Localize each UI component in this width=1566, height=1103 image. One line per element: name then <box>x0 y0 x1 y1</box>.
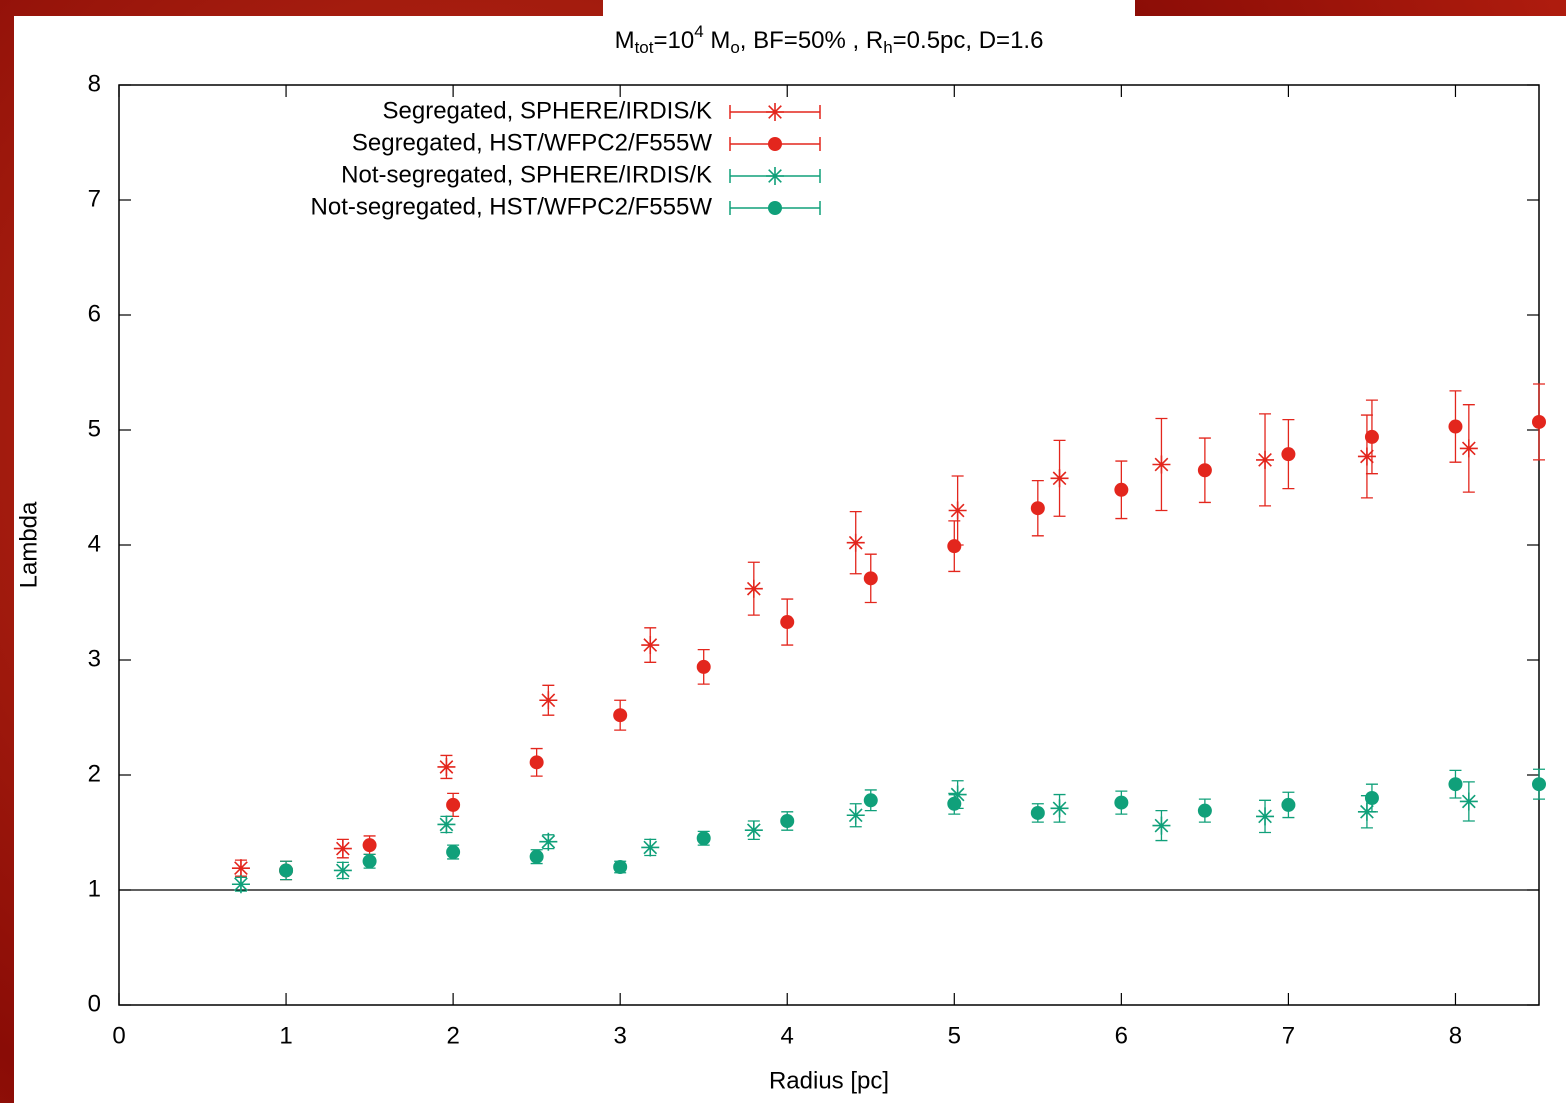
title-part: M <box>615 27 635 54</box>
y-tick-label: 4 <box>88 530 101 557</box>
point <box>744 579 763 598</box>
point <box>641 636 660 655</box>
point <box>947 796 962 811</box>
legend-label: Not-segregated, SPHERE/IRDIS/K <box>341 161 712 188</box>
legend-label: Segregated, HST/WFPC2/F555W <box>352 129 712 156</box>
point <box>863 793 878 808</box>
point <box>362 854 377 869</box>
point <box>641 838 660 857</box>
point <box>539 691 558 710</box>
point <box>1364 791 1379 805</box>
point <box>1281 447 1296 462</box>
y-tick-label: 0 <box>88 990 101 1017</box>
point <box>696 831 711 846</box>
chart-title: Mtot=104 Mo, BF=50% , Rh=0.5pc, D=1.6 <box>615 22 1044 57</box>
title-part: o <box>730 38 739 57</box>
point <box>846 806 865 825</box>
point <box>947 539 962 554</box>
y-tick-label: 7 <box>88 185 101 212</box>
y-tick-label: 2 <box>88 760 101 787</box>
x-tick-label: 2 <box>446 1022 459 1049</box>
x-tick-label: 3 <box>613 1022 626 1049</box>
point <box>1114 482 1129 497</box>
title-part: M <box>704 27 731 54</box>
point <box>1448 419 1463 434</box>
point <box>1114 795 1129 810</box>
point <box>1050 469 1069 488</box>
point <box>333 861 352 880</box>
point <box>1050 799 1069 818</box>
point <box>437 757 456 776</box>
x-tick-label: 0 <box>112 1022 125 1049</box>
point <box>279 863 294 878</box>
point <box>846 533 865 552</box>
x-tick-label: 7 <box>1282 1022 1295 1049</box>
legend-marker <box>768 201 782 215</box>
legend-label: Segregated, SPHERE/IRDIS/K <box>383 97 712 124</box>
panel-top <box>603 0 1135 20</box>
point <box>1152 816 1171 835</box>
x-axis-label: Radius [pc] <box>769 1067 889 1094</box>
point <box>613 708 628 723</box>
point <box>1256 450 1275 469</box>
point <box>1256 807 1275 826</box>
y-tick-label: 3 <box>88 645 101 672</box>
y-tick-label: 5 <box>88 415 101 442</box>
point <box>1281 797 1296 812</box>
point <box>863 571 878 586</box>
point <box>529 849 544 864</box>
y-tick-label: 8 <box>88 70 101 97</box>
point <box>744 821 763 840</box>
x-tick-label: 6 <box>1115 1022 1128 1049</box>
y-tick-label: 1 <box>88 875 101 902</box>
point <box>613 860 628 874</box>
point <box>539 832 558 851</box>
title-part: =0.5pc, D=1.6 <box>893 27 1044 54</box>
title-part: 4 <box>694 22 703 41</box>
point <box>780 615 795 630</box>
point <box>362 838 377 853</box>
y-tick-label: 6 <box>88 300 101 327</box>
point <box>1197 803 1212 818</box>
y-axis-label: Lambda <box>15 501 42 588</box>
point <box>1459 792 1478 811</box>
point <box>529 755 544 770</box>
point <box>437 815 456 834</box>
legend-marker <box>768 137 782 151</box>
point <box>1152 455 1171 474</box>
x-tick-label: 8 <box>1449 1022 1462 1049</box>
x-tick-label: 4 <box>781 1022 794 1049</box>
legend-label: Not-segregated, HST/WFPC2/F555W <box>311 193 713 220</box>
point <box>231 875 250 894</box>
legend-marker <box>766 167 784 185</box>
point <box>1357 447 1376 466</box>
title-part: tot <box>635 38 654 57</box>
point <box>333 839 352 858</box>
point <box>446 797 461 812</box>
point <box>1364 429 1379 444</box>
point <box>780 814 795 828</box>
point <box>1030 501 1045 516</box>
legend-marker <box>766 103 784 121</box>
point <box>1459 439 1478 458</box>
point <box>1197 463 1212 478</box>
title-part: h <box>883 38 892 57</box>
point <box>1448 777 1463 792</box>
point <box>1532 414 1546 429</box>
title-part: , BF=50% , R <box>740 27 883 54</box>
point <box>1030 805 1045 820</box>
x-tick-label: 5 <box>948 1022 961 1049</box>
x-tick-label: 1 <box>279 1022 292 1049</box>
title-part: =10 <box>653 27 694 54</box>
point <box>231 859 250 878</box>
point <box>1532 777 1546 792</box>
point <box>948 785 967 804</box>
point <box>446 845 461 860</box>
panel <box>14 16 1566 1103</box>
point <box>696 659 711 674</box>
point <box>948 501 967 520</box>
